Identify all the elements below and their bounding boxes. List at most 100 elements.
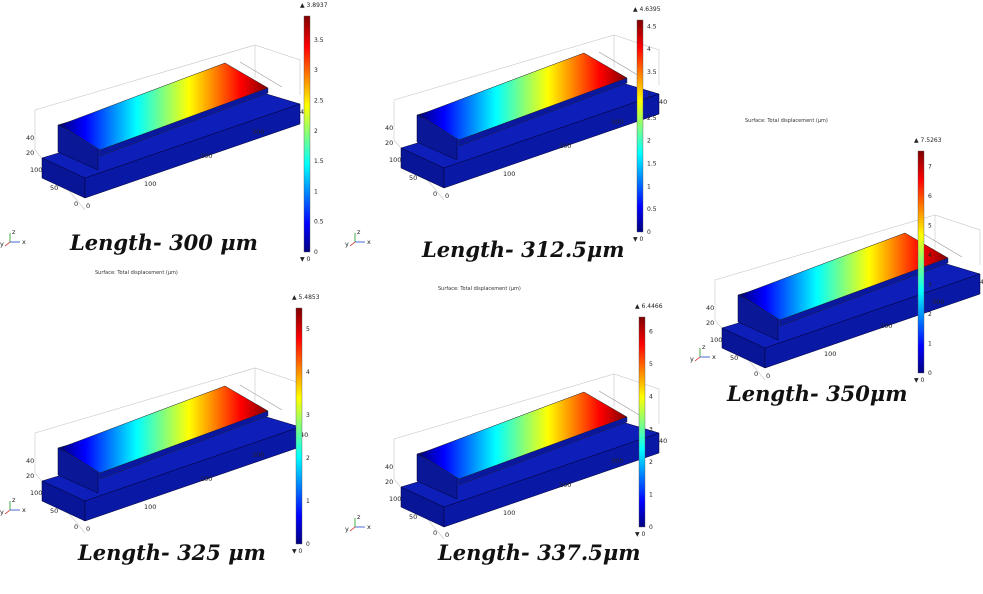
axis-triad-icon: y xz bbox=[0, 228, 26, 248]
svg-text:x: x bbox=[367, 523, 371, 531]
caption-337: Length- 337.5μm bbox=[438, 540, 641, 565]
axis-tick-x: 40 bbox=[659, 98, 667, 106]
colorbar-tick: 3 bbox=[306, 412, 310, 419]
colorbar-tick: 3.5 bbox=[314, 37, 324, 44]
panel-312: 0 100 200 300 40 0 50 100 40 20 y x z ▲ 4.6395 ▼ 0 4.5 4… bbox=[345, 0, 685, 270]
surface-title-325: Surface: Total displacement (μm) bbox=[95, 270, 178, 276]
colorbar-tick: 3 bbox=[649, 426, 653, 433]
caption-350: Length- 350μm bbox=[727, 381, 908, 406]
colorbar-tick: 0 bbox=[647, 229, 651, 236]
axis-tick-y: 50 bbox=[409, 174, 417, 182]
colorbar-tick: 2 bbox=[314, 128, 318, 135]
colorbar-tick: 0.5 bbox=[647, 206, 657, 213]
axis-tick-z: 20 bbox=[385, 139, 393, 147]
caption-325: Length- 325 μm bbox=[78, 540, 266, 565]
cantilever-beam bbox=[418, 51, 642, 147]
colorbar-tick: 2 bbox=[649, 459, 653, 466]
axis-tick-x: 40 bbox=[659, 437, 667, 445]
axis-tick-z: 40 bbox=[385, 463, 393, 471]
colorbar-min-label: ▼ 0 bbox=[914, 377, 925, 384]
axis-tick-x: 200 bbox=[559, 142, 571, 150]
axis-tick-z: 20 bbox=[385, 478, 393, 486]
substrate-block bbox=[400, 420, 660, 528]
colorbar-tick: 1 bbox=[649, 491, 653, 498]
colorbar-tick: 7 bbox=[928, 164, 932, 171]
axis-triad-icon: y xz bbox=[0, 496, 26, 516]
axis-tick-x: 200 bbox=[200, 152, 212, 160]
axis-tick-y: 0 bbox=[433, 529, 437, 537]
axis-tick-x: 0 bbox=[86, 202, 90, 210]
svg-text:y: y bbox=[345, 525, 349, 533]
colorbar-min-label: ▼ 0 bbox=[292, 548, 303, 555]
surface-title-350: Surface: Total displacement (μm) bbox=[745, 118, 828, 124]
axis-tick-y: 100 bbox=[389, 495, 401, 503]
colorbar-tick: 2 bbox=[647, 138, 651, 145]
colorbar-tick: 6 bbox=[928, 193, 932, 200]
colorbar-tick: 1 bbox=[928, 341, 932, 348]
axis-tick-y: 50 bbox=[730, 354, 738, 362]
cantilever-beam bbox=[59, 61, 283, 157]
colorbar-tick: 3.5 bbox=[647, 69, 657, 76]
colorbar-tick: 0 bbox=[306, 541, 310, 548]
colorbar-tick: 4 bbox=[649, 394, 653, 401]
colorbar-tick: 1 bbox=[314, 188, 318, 195]
colorbar-tick: 5 bbox=[306, 326, 310, 333]
axis-tick-z: 20 bbox=[26, 149, 34, 157]
colorbar: ▲ 5.4853 ▼ 0 5 4 3 2 1 0 bbox=[292, 294, 320, 555]
svg-text:y: y bbox=[0, 240, 4, 248]
axis-tick-z: 40 bbox=[385, 124, 393, 132]
colorbar-tick: 2 bbox=[306, 455, 310, 462]
svg-text:z: z bbox=[357, 228, 361, 236]
surface-title-337: Surface: Total displacement (μm) bbox=[438, 286, 521, 292]
axis-tick-x: 300 bbox=[611, 118, 623, 126]
colorbar-tick: 1 bbox=[306, 498, 310, 505]
axis-tick-x: 100 bbox=[503, 170, 515, 178]
svg-text:y: y bbox=[345, 240, 349, 248]
axis-tick-x: 100 bbox=[503, 509, 515, 517]
axis-tick-y: 100 bbox=[30, 166, 42, 174]
colorbar-max-label: ▲ 5.4853 bbox=[292, 294, 320, 301]
colorbar-tick: 0 bbox=[649, 524, 653, 531]
colorbar: ▲ 3.8937 ▼ 0 3.5 3 2.5 2 1.5 1 0.5 0 bbox=[300, 2, 328, 263]
axis-tick-y: 50 bbox=[409, 513, 417, 521]
axis-tick-x: 300 bbox=[252, 128, 264, 136]
axis-tick-y: 100 bbox=[710, 336, 722, 344]
caption-300: Length- 300 μm bbox=[70, 230, 258, 255]
colorbar-tick: 0 bbox=[314, 249, 318, 256]
colorbar-tick: 5 bbox=[928, 223, 932, 230]
colorbar-min-label: ▼ 0 bbox=[635, 531, 646, 538]
colorbar-tick: 6 bbox=[649, 329, 653, 336]
axis-tick-z: 20 bbox=[26, 472, 34, 480]
svg-text:x: x bbox=[367, 238, 371, 246]
axis-tick-x: 100 bbox=[144, 180, 156, 188]
colorbar-max-label: ▲ 6.4466 bbox=[635, 303, 663, 310]
colorbar-tick: 0 bbox=[928, 370, 932, 377]
axis-tick-x: 0 bbox=[766, 372, 770, 380]
colorbar-tick: 2.5 bbox=[314, 97, 324, 104]
colorbar-max-label: ▲ 7.5263 bbox=[914, 137, 942, 144]
cantilever-beam bbox=[59, 384, 283, 480]
axis-tick-x: 200 bbox=[559, 481, 571, 489]
caption-312: Length- 312.5μm bbox=[422, 237, 625, 262]
svg-text:z: z bbox=[12, 496, 16, 504]
colorbar: ▲ 6.4466 ▼ 0 6 5 4 3 2 1 0 bbox=[635, 303, 663, 538]
svg-text:x: x bbox=[22, 506, 26, 514]
colorbar-max-label: ▲ 4.6395 bbox=[633, 6, 661, 13]
colorbar-tick: 2 bbox=[928, 311, 932, 318]
colorbar-tick: 1.5 bbox=[647, 160, 657, 167]
axis-tick-x: 300 bbox=[252, 451, 264, 459]
colorbar-tick: 1 bbox=[647, 183, 651, 190]
colorbar: ▲ 4.6395 ▼ 0 4.5 4 3.5 3 2.5 2 1.5 1 0.5 0 bbox=[633, 6, 661, 243]
cantilever-beam bbox=[739, 231, 963, 327]
